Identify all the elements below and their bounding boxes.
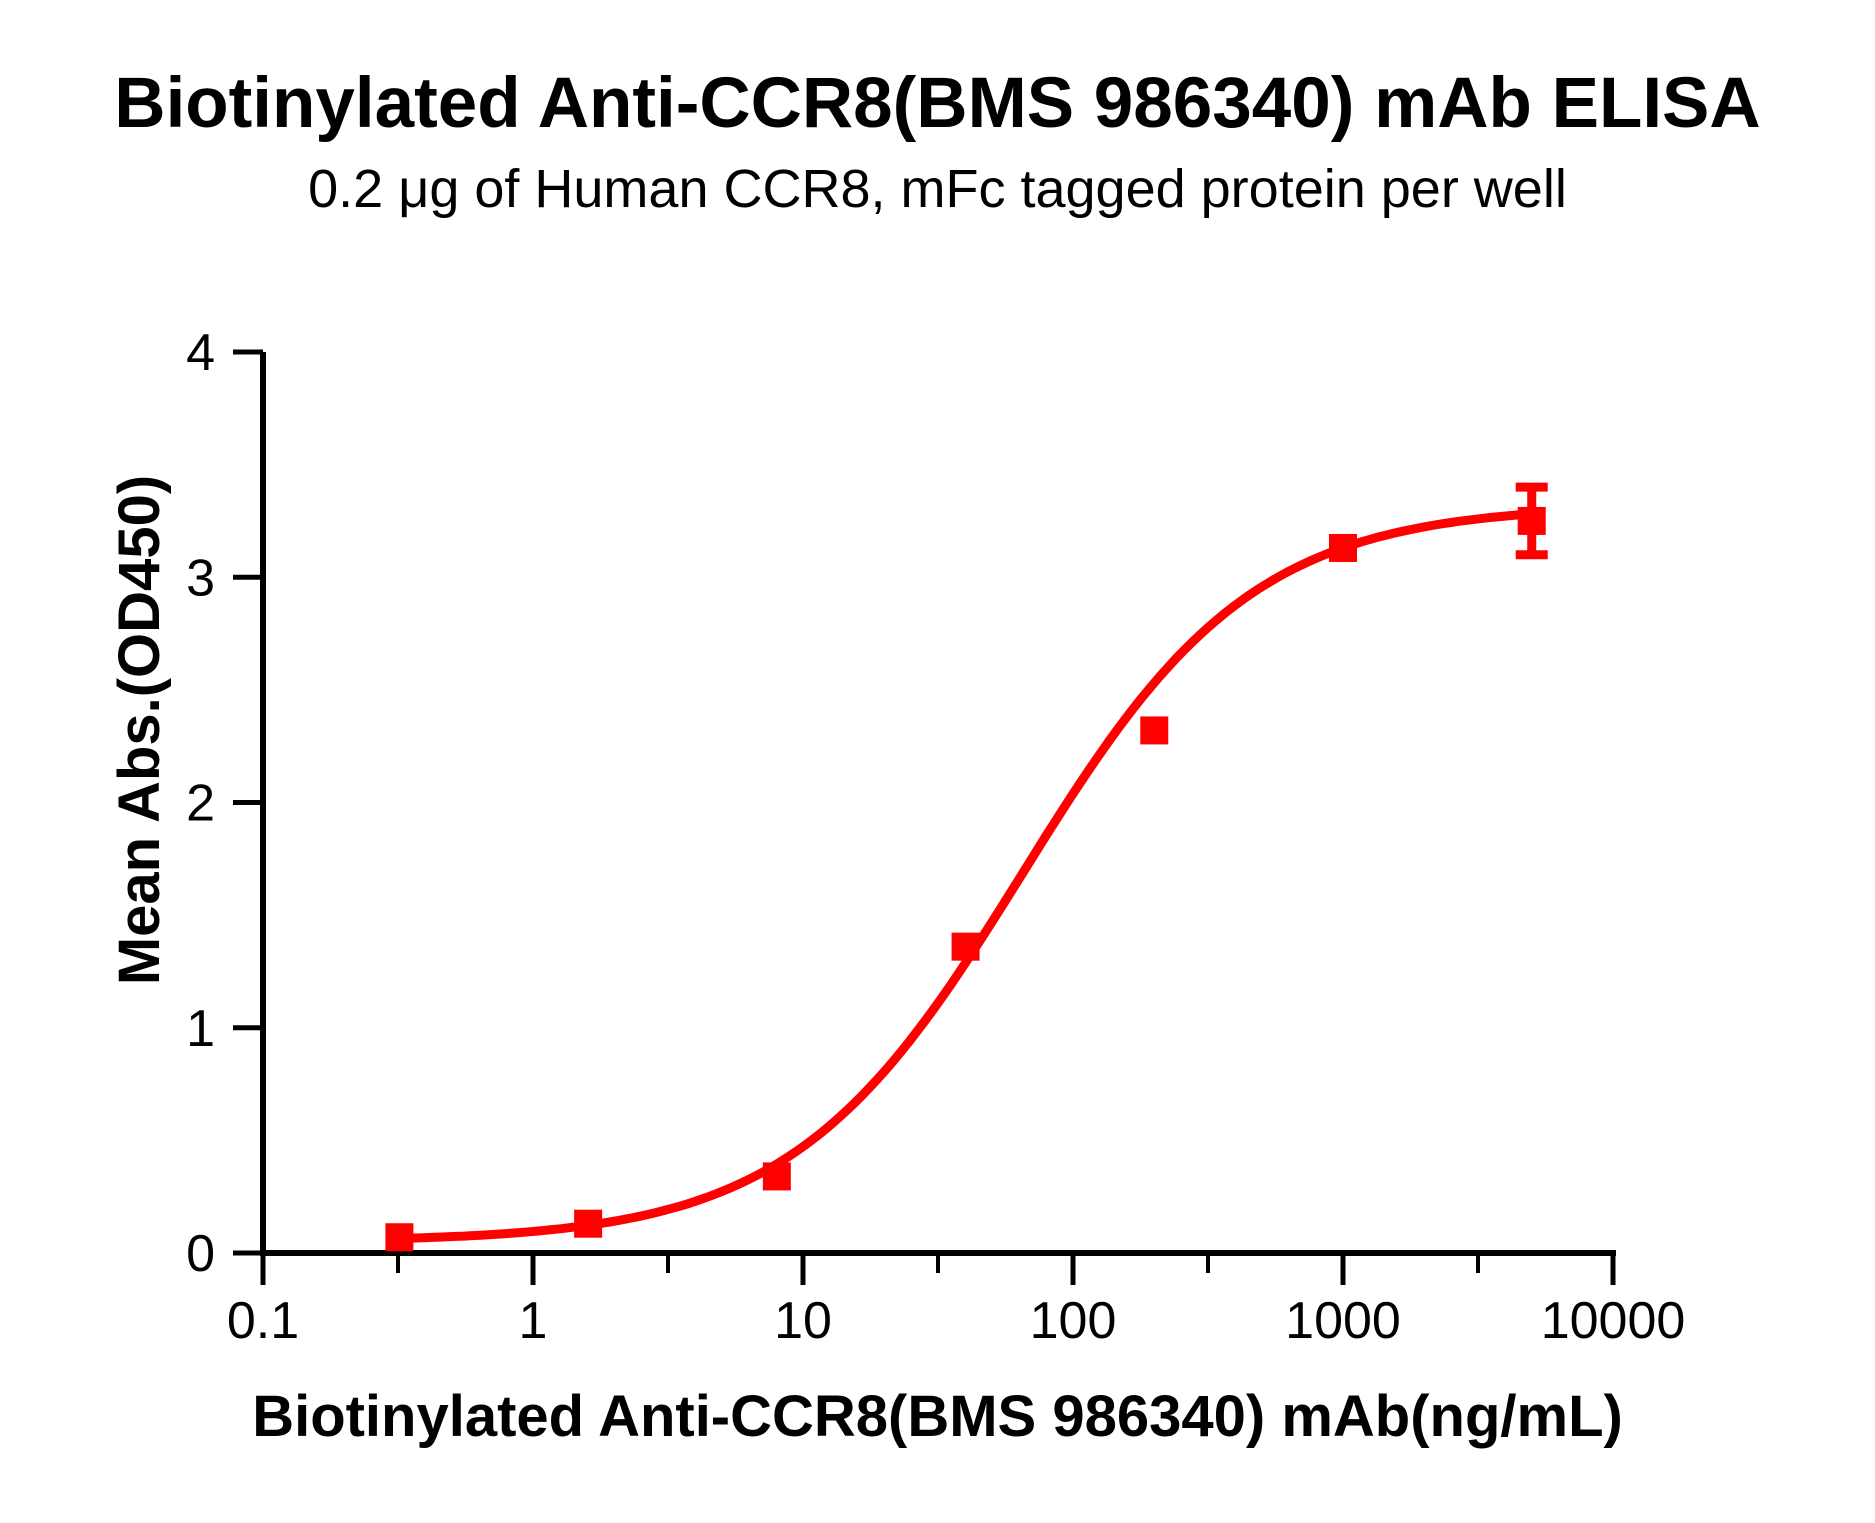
chart-title: Biotinylated Anti-CCR8(BMS 986340) mAb E… xyxy=(114,64,1761,143)
y-axis-title: Mean Abs.(OD450) xyxy=(107,474,172,986)
x-axis-title: Biotinylated Anti-CCR8(BMS 986340) mAb(n… xyxy=(252,1384,1623,1449)
x-tick-label: 10000 xyxy=(1541,1292,1686,1350)
data-point xyxy=(1517,506,1546,535)
x-tick-label: 0.1 xyxy=(227,1292,299,1350)
data-point xyxy=(385,1223,414,1252)
data-point xyxy=(1329,533,1357,562)
x-tick-label: 1 xyxy=(519,1292,548,1350)
x-tick-label: 100 xyxy=(1030,1292,1117,1350)
x-tick-label: 1000 xyxy=(1285,1292,1401,1350)
data-point xyxy=(951,932,980,961)
y-tick-label: 3 xyxy=(186,549,215,607)
y-tick-label: 1 xyxy=(186,1000,215,1058)
data-point xyxy=(762,1162,791,1191)
y-tick-label: 2 xyxy=(186,775,215,833)
fit-curve xyxy=(394,509,1537,1243)
data-point xyxy=(1140,716,1169,745)
chart-subtitle: 0.2 μg of Human CCR8, mFc tagged protein… xyxy=(308,159,1567,219)
x-tick-label: 10 xyxy=(774,1292,832,1350)
y-tick-label: 4 xyxy=(186,324,215,382)
data-point xyxy=(574,1209,603,1238)
y-tick-label: 0 xyxy=(186,1225,215,1283)
